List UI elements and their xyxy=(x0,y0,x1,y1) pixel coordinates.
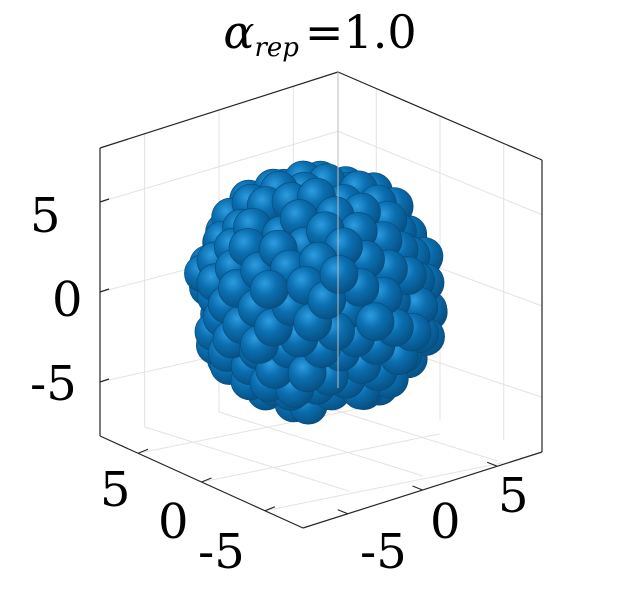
grid-line xyxy=(264,462,504,512)
tick-mark xyxy=(99,198,110,203)
tick-mark xyxy=(337,509,349,515)
y-tick-label: 5 xyxy=(498,468,529,524)
sphere-marker xyxy=(249,270,289,309)
axes-frame xyxy=(99,71,543,529)
sphere-cluster xyxy=(184,160,448,425)
z-tick-label: 5 xyxy=(30,188,61,244)
x-tick-label: 0 xyxy=(158,494,189,550)
grid-line xyxy=(137,404,377,454)
x-tick-label: -5 xyxy=(198,524,245,580)
axis-edge xyxy=(337,71,543,161)
title-equals: = xyxy=(304,5,344,59)
sphere-marker xyxy=(355,302,395,342)
x-tick-label: 5 xyxy=(100,462,131,518)
sphere-marker xyxy=(319,255,359,294)
grid-line xyxy=(201,433,440,483)
tick-mark xyxy=(264,506,276,512)
title-value: 1.0 xyxy=(343,5,417,59)
axis-edge xyxy=(99,71,339,149)
tick-mark xyxy=(201,477,212,483)
tick-mark xyxy=(137,448,149,454)
tick-mark xyxy=(412,485,423,491)
y-tick-label: 0 xyxy=(430,494,461,550)
tick-labels: 5 0 -5 5 0 -5 -5 0 5 xyxy=(30,188,529,580)
z-tick-label: -5 xyxy=(30,356,77,412)
title-subscript: rep xyxy=(254,33,299,63)
z-tick-label: 0 xyxy=(52,272,83,328)
tick-mark xyxy=(486,461,498,467)
y-tick-label: -5 xyxy=(360,524,407,580)
grid-line xyxy=(218,411,424,477)
chart-title: αrep =1.0 xyxy=(0,0,640,70)
tick-mark xyxy=(99,288,110,293)
title-symbol: α xyxy=(223,5,255,59)
tick-mark xyxy=(99,378,110,383)
grid-line xyxy=(144,426,349,492)
